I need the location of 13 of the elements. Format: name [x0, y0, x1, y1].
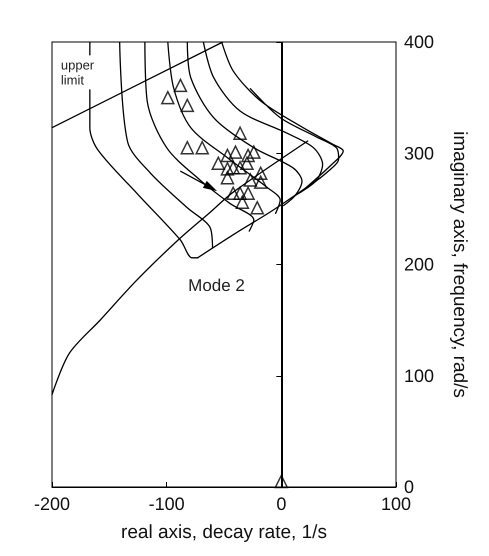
x-tick-label: 0	[276, 494, 286, 514]
x-tick-label: -200	[34, 494, 70, 514]
x-tick-label: -100	[148, 494, 185, 514]
y-tick-label: 300	[404, 143, 434, 164]
x-tick-label: 100	[380, 494, 412, 514]
y-tick-label: 400	[404, 32, 434, 52]
x-axis-title: real axis, decay rate, 1/s	[121, 522, 327, 543]
annotation: Mode 2	[188, 276, 245, 295]
y-tick-label: 100	[404, 366, 434, 386]
annotation: upper limit	[60, 57, 95, 88]
y-tick-label: 200	[404, 254, 434, 274]
y-axis-title: imaginary axis, frequency, rad/s	[449, 131, 470, 398]
y-tick-label: 0	[404, 477, 414, 497]
